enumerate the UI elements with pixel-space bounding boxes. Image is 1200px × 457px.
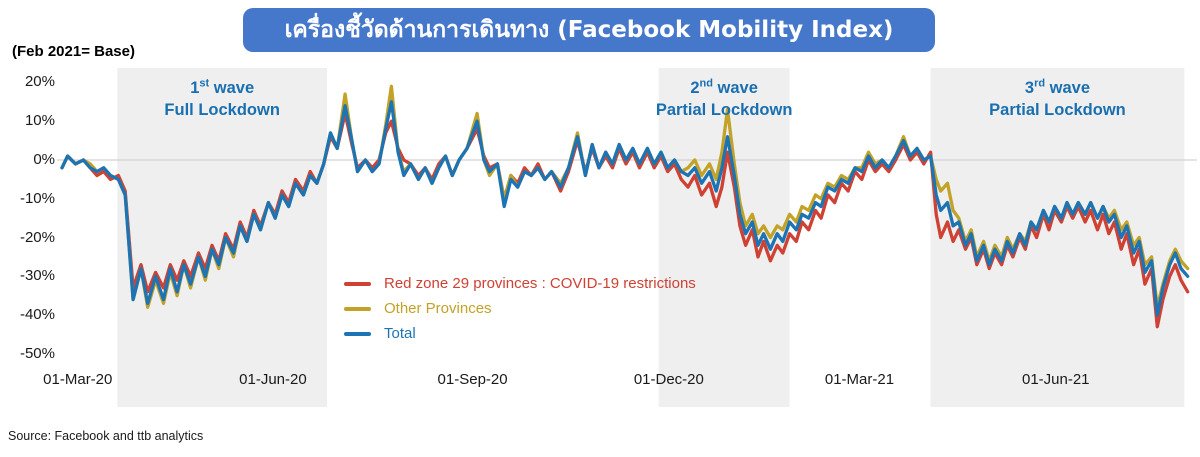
series-line-blue — [60, 100, 1190, 317]
legend-label-red: Red zone 29 provinces : COVID-19 restric… — [384, 275, 696, 292]
y-tick-label: -10% — [19, 189, 55, 207]
base-note-label: (Feb 2021= Base) — [12, 43, 135, 60]
legend-swatch-blue — [344, 331, 371, 336]
y-tick-label: -20% — [19, 228, 55, 246]
x-tick-label: 01-Mar-21 — [824, 371, 895, 388]
legend-label-blue: Total — [384, 325, 416, 342]
x-tick-label: 01-Mar-20 — [43, 371, 113, 388]
y-tick-label: 0% — [33, 151, 55, 168]
legend-item-blue: Total — [344, 321, 696, 346]
wave-label-3: 3rd wave Partial Lockdown — [989, 77, 1126, 119]
x-tick-label: 01-Sep-20 — [437, 371, 508, 388]
wave-label-1: 1st wave Full Lockdown — [164, 77, 280, 119]
legend-swatch-red — [344, 281, 371, 286]
legend-item-red: Red zone 29 provinces : COVID-19 restric… — [344, 271, 696, 296]
x-tick-label: 01-Jun-21 — [1021, 371, 1090, 388]
y-tick-label: -30% — [19, 267, 55, 285]
legend-swatch-yellow — [344, 306, 371, 311]
source-label: Source: Facebook and ttb analytics — [8, 429, 204, 443]
title-banner: เครื่องชี้วัดด้านการเดินทาง (Facebook Mo… — [243, 8, 935, 52]
x-tick-label: 01-Jun-20 — [239, 371, 307, 388]
legend-item-yellow: Other Provinces — [344, 296, 696, 321]
page-title: เครื่องชี้วัดด้านการเดินทาง (Facebook Mo… — [284, 17, 894, 43]
wave-label-2: 2nd wave Partial Lockdown — [655, 77, 793, 119]
legend: Red zone 29 provinces : COVID-19 restric… — [344, 271, 696, 346]
y-tick-label: -40% — [19, 306, 55, 324]
legend-label-yellow: Other Provinces — [384, 300, 492, 317]
x-tick-label: 01-Dec-20 — [633, 371, 704, 388]
lockdown-band-1 — [117, 68, 328, 407]
y-tick-label: 10% — [24, 112, 55, 130]
y-tick-label: -50% — [19, 344, 55, 362]
y-tick-label: 20% — [24, 73, 55, 91]
